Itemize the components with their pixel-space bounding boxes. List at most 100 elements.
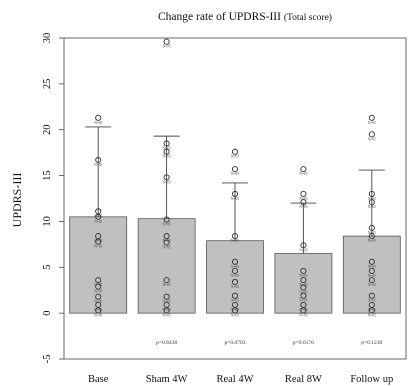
data-point-label: N=05 [299,205,307,209]
data-point-label: N=05 [299,313,307,317]
data-point [163,174,170,181]
data-point [231,233,239,240]
data-point [163,307,170,314]
data-point [300,199,307,206]
data-point-label: N=05 [94,308,102,312]
data-point [300,277,307,284]
data-point-label: N=05 [368,197,376,201]
y-tick-label: 5 [42,265,53,270]
data-point [231,166,239,173]
data-point-label: N=05 [94,300,102,304]
data-point [368,190,375,197]
bar [206,240,264,314]
data-point-label: N=05 [368,121,376,125]
p-value-label: p=0.0703 [225,340,246,346]
data-point [300,166,307,173]
data-point-label: N=05 [162,146,170,150]
y-tick-label: 30 [42,33,53,44]
data-point-label: N=05 [162,239,170,243]
data-point-label: N=05 [231,172,239,176]
data-point [368,307,375,314]
data-point [368,277,375,284]
data-point-label: N=05 [162,180,170,184]
data-point-label: N=05 [94,313,102,317]
y-tick-label: 10 [42,216,53,227]
data-point-label: N=05 [94,283,102,287]
data-point [368,258,375,265]
data-point-label: N=05 [231,155,239,159]
data-point-label: N=05 [162,246,170,250]
data-point [163,239,170,246]
data-point [163,140,170,147]
data-point-label: N=05 [299,274,307,278]
data-point [95,213,102,220]
y-tick-label: 25 [42,79,53,90]
data-point-label: N=05 [299,299,307,303]
data-point-label: N=05 [94,163,102,167]
data-point-label: N=05 [231,308,239,312]
data-point-label: N=05 [231,313,239,317]
data-point [95,238,102,245]
data-point-label: N=05 [162,283,170,287]
data-point-label: N=05 [94,214,102,218]
data-point [368,131,375,138]
data-point-label: N=05 [299,172,307,176]
data-point-label: N=05 [162,313,170,317]
data-point [163,233,170,240]
data-point [368,224,375,231]
data-point-label: N=05 [162,45,170,49]
data-point [368,267,375,275]
data-point [231,148,239,155]
data-point [163,216,170,223]
p-value-label: p=0.1230 [361,340,382,346]
y-axis-label: UPDRS-III [10,173,24,228]
plot-area: -5 0 5 10 15 20 25 30 N=05 N=05 N=05 N=05 N=05 N=05 N=… [42,33,407,385]
data-point [163,148,170,155]
data-point [231,292,239,299]
data-point [95,156,102,164]
data-point [95,293,102,300]
data-point [95,283,102,290]
data-point [368,233,375,240]
x-tick-label: Follow up [350,374,393,385]
data-point-label: N=05 [299,248,307,252]
data-point-label: N=05 [231,274,239,278]
data-point-label: N=05 [162,223,170,227]
x-tick-label: Base [88,374,109,385]
data-point-label: N=05 [231,299,239,303]
data-point-label: N=05 [299,308,307,312]
data-point-label: N=05 [299,197,307,201]
data-point-label: N=05 [368,205,376,209]
y-tick-label: -5 [42,355,53,364]
data-point [231,190,239,197]
data-point [95,307,102,314]
data-point [163,38,170,45]
data-point [368,199,375,206]
x-tick-label: Real 8W [285,374,322,385]
data-point [368,114,375,121]
data-point [231,307,239,314]
data-point-label: N=05 [299,290,307,294]
y-tick-label: 0 [42,311,53,316]
data-point [300,284,307,291]
data-point-label: N=05 [162,308,170,312]
plot-frame [63,37,407,360]
data-point-label: N=05 [231,239,239,243]
chart-title: Change rate of UPDRS-III (Total score) [158,11,332,23]
data-point [368,292,375,299]
data-point [300,292,307,299]
data-point [163,293,170,300]
data-point-label: N=05 [162,155,170,159]
p-value-label: p=0.0176 [293,340,314,346]
data-point-label: N=05 [368,239,376,243]
y-tick-label: 15 [42,170,53,181]
data-point-label: N=05 [94,220,102,224]
y-tick-label: 20 [42,124,53,135]
data-point [300,307,307,314]
data-point [95,277,102,284]
data-point-label: N=05 [368,313,376,317]
data-point-label: N=05 [94,121,102,125]
data-point [300,242,307,249]
data-point-label: N=05 [368,274,376,278]
